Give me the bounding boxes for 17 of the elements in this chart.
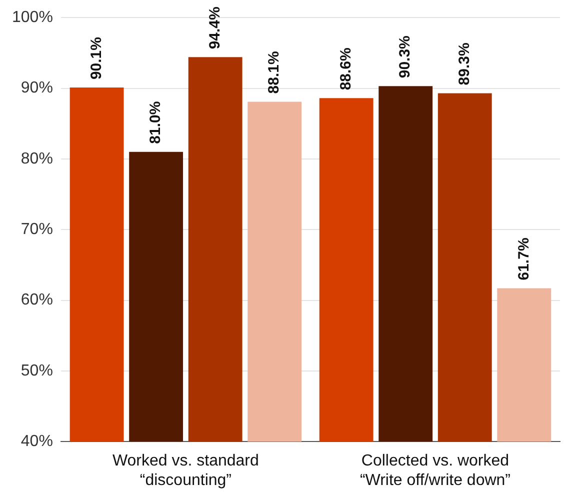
y-tick-label: 100% [12, 9, 53, 26]
data-label: 81.0% [147, 101, 164, 144]
x-tick-label: Collected vs. worked “Write off/write down” [360, 452, 511, 489]
y-tick-label: 50% [20, 362, 53, 380]
data-label: 88.1% [266, 51, 283, 94]
y-tick-label: 80% [20, 150, 53, 168]
data-label: 88.6% [337, 48, 354, 90]
y-tick-label: 60% [20, 292, 53, 309]
y-tick-label: 90% [20, 80, 53, 97]
x-tick-label: Worked vs. standard “discounting” [112, 452, 259, 489]
y-tick-label: 70% [20, 221, 53, 238]
y-tick-label: 40% [20, 433, 53, 450]
data-label: 61.7% [515, 238, 532, 280]
data-label: 89.3% [456, 42, 474, 86]
data-label: 90.3% [396, 36, 414, 78]
data-label: 94.4% [206, 6, 224, 50]
data-label: 90.1% [88, 37, 105, 80]
